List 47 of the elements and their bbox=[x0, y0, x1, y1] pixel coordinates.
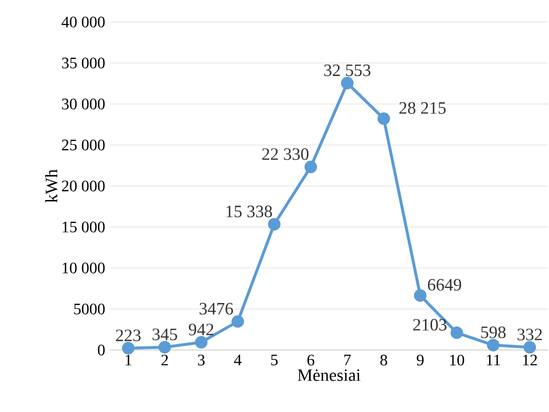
data-label: 598 bbox=[481, 326, 506, 338]
x-tick-label: 7 bbox=[344, 354, 351, 366]
y-tick-label: 0 bbox=[98, 344, 105, 356]
data-label: 28 215 bbox=[399, 102, 446, 114]
x-tick-label: 6 bbox=[307, 354, 314, 366]
point bbox=[340, 76, 354, 90]
data-label: 15 338 bbox=[226, 206, 272, 218]
point bbox=[122, 342, 135, 354]
data-label: 345 bbox=[152, 328, 178, 340]
point bbox=[414, 289, 427, 302]
x-tick-label: 1 bbox=[126, 354, 132, 366]
x-tick-label: 8 bbox=[380, 354, 388, 366]
y-tick-label: 10 000 bbox=[62, 262, 105, 274]
y-tick-label: 25 000 bbox=[62, 140, 105, 150]
data-label: 332 bbox=[518, 328, 542, 340]
y-tick-label: 30 000 bbox=[62, 98, 105, 110]
data-label: 22 330 bbox=[262, 148, 308, 160]
x-tick-label: 5 bbox=[271, 354, 278, 366]
x-axis-title: Mėnesiai bbox=[298, 369, 360, 381]
x-tick-label: 3 bbox=[198, 354, 205, 366]
data-label: 3476 bbox=[200, 302, 233, 315]
data-label: 942 bbox=[188, 324, 214, 336]
y-tick-label: 35 000 bbox=[62, 58, 105, 68]
data-label: 223 bbox=[116, 330, 141, 342]
y-tick-label: 15 000 bbox=[62, 222, 105, 232]
point bbox=[377, 112, 390, 125]
y-tick-label: 20 000 bbox=[62, 180, 105, 192]
point bbox=[304, 160, 318, 174]
point bbox=[450, 326, 464, 340]
y-axis-title: kWh bbox=[45, 169, 58, 203]
x-tick-label: 2 bbox=[161, 354, 168, 366]
point bbox=[523, 341, 536, 354]
y-tick-label: 5000 bbox=[74, 304, 105, 314]
x-tick-label: 12 bbox=[523, 354, 537, 366]
point bbox=[231, 315, 244, 328]
x-tick-label: 10 bbox=[450, 354, 464, 366]
x-tick-label: 4 bbox=[234, 354, 242, 366]
y-tick-label: 40 000 bbox=[62, 16, 105, 28]
point bbox=[158, 340, 172, 354]
data-label: 6649 bbox=[428, 278, 462, 291]
point bbox=[486, 338, 500, 352]
point bbox=[194, 336, 208, 349]
point bbox=[268, 218, 281, 230]
x-tick-label: 9 bbox=[416, 354, 424, 366]
x-tick-label: 11 bbox=[486, 354, 500, 366]
data-label: 2103 bbox=[413, 318, 446, 331]
data-label: 32 553 bbox=[324, 64, 370, 76]
